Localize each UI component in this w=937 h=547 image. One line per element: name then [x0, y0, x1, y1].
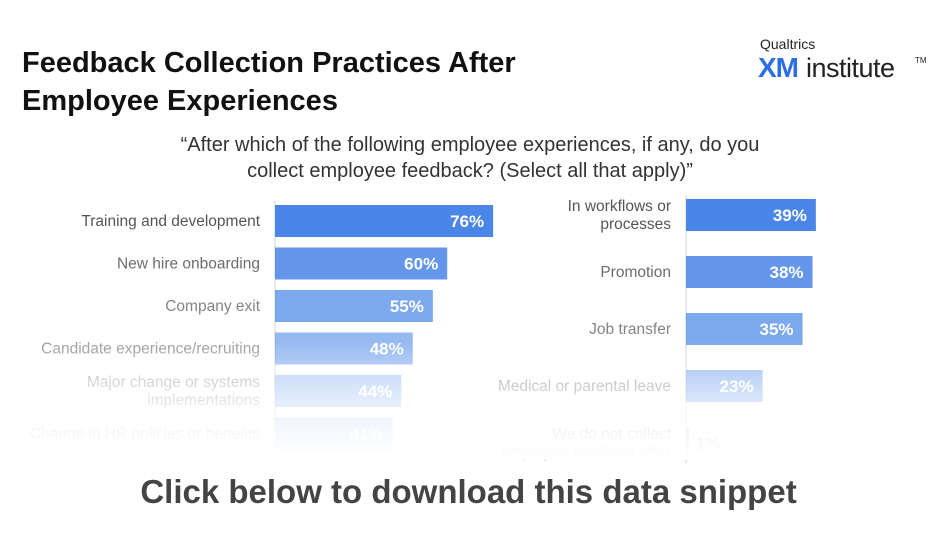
chart-1-category-label-3: Medical or parental leave: [498, 378, 671, 395]
chart-title-line1: Feedback Collection Practices After: [22, 47, 516, 79]
logo-institute-text: institute: [806, 53, 895, 83]
chart-0-bar-0: [275, 205, 494, 237]
chart-1-row-1: 38% Promotion: [600, 256, 813, 288]
chart-1-value-label-3: 23%: [720, 377, 754, 396]
chart-title: Feedback Collection Practices After Empl…: [22, 44, 516, 120]
chart-1-category-label-3-line-0: Medical or parental leave: [498, 378, 671, 395]
chart-1-value-label-2: 35%: [760, 320, 794, 339]
chart-0-value-label-2: 55%: [390, 297, 424, 316]
chart-1-category-label-1-line-0: Promotion: [600, 264, 671, 281]
chart-0-value-label-4: 44%: [358, 382, 392, 401]
chart-title-line2: Employee Experiences: [22, 85, 338, 117]
chart-1-value-label-4: 1%: [695, 434, 720, 453]
chart-0-category-label-0: Training and development: [81, 213, 260, 230]
chart-1-value-label-1: 38%: [770, 263, 804, 282]
chart-0-category-label-5-line-0: Change in HR policies or benefits: [30, 426, 260, 443]
download-cta[interactable]: Click below to download this data snippe…: [140, 473, 797, 510]
chart-1-category-label-4-line-1: employee feedback after: [501, 444, 671, 461]
chart-1-category-label-1: Promotion: [600, 264, 671, 281]
survey-question-line2: collect employee feedback? (Select all t…: [247, 160, 693, 182]
chart-0-category-label-5: Change in HR policies or benefits: [30, 426, 260, 443]
chart-1-bar-1: [686, 256, 813, 288]
chart-1-value-label-0: 39%: [773, 206, 807, 225]
chart-0-category-label-1-line-0: New hire onboarding: [117, 256, 260, 273]
chart-0-row-4: 44% Major change or systems implementation…: [87, 374, 402, 409]
chart-0-category-label-3-line-0: Candidate experience/recruiting: [41, 341, 260, 358]
chart-0-category-label-4: Major change or systems implementations: [87, 374, 260, 409]
chart-0-value-label-0: 76%: [450, 212, 484, 231]
chart-0-row-0: 76% Training and development: [81, 205, 494, 237]
chart-0-bar-1: [275, 247, 448, 280]
chart-0-category-label-1: New hire onboarding: [117, 256, 260, 273]
chart-1-category-label-0: In workflows or processes: [568, 198, 672, 233]
chart-0-category-label-4-line-1: implementations: [147, 392, 260, 409]
chart-0-category-label-0-line-0: Training and development: [81, 213, 260, 230]
chart-1-row-3: 23% Medical or parental leave: [498, 370, 763, 402]
chart-0-row-5: 41% Change in HR policies or benefits: [30, 417, 393, 450]
chart-1-row-4: 1% We do not collect employee feedback aft…: [501, 426, 720, 461]
chart-1-row-2: 35% Job transfer: [589, 313, 803, 345]
chart-1-category-label-4-line-0: We do not collect: [552, 426, 671, 443]
chart-0-category-label-4-line-0: Major change or systems: [87, 374, 260, 391]
chart-0-value-label-1: 60%: [404, 255, 438, 274]
chart-1-bar-0: [686, 199, 816, 231]
chart-0-category-label-2: Company exit: [165, 298, 260, 315]
chart-1-category-label-2-line-0: Job transfer: [589, 321, 671, 338]
logo-qualtrics-text: Qualtrics: [760, 36, 816, 52]
chart-0-category-label-3: Candidate experience/recruiting: [41, 341, 260, 358]
chart-0-row-3: 48% Candidate experience/recruiting: [41, 332, 413, 365]
xm-institute-logo: Qualtrics XM institute TM: [758, 36, 928, 86]
chart-1-category-label-4: We do not collect employee feedback after: [501, 426, 671, 461]
chart-1-row-0: 39% In workflows or processes: [568, 198, 816, 233]
chart-1-bar-4: [686, 427, 690, 459]
survey-question: “After which of the following employee e…: [120, 132, 820, 184]
chart-1-category-label-0-line-0: In workflows or: [568, 198, 671, 215]
chart-0-category-label-2-line-0: Company exit: [165, 298, 260, 315]
logo-xm-text: XM: [758, 52, 799, 83]
chart-0-value-label-3: 48%: [370, 340, 404, 359]
logo-trademark: TM: [915, 56, 927, 65]
chart-0-row-1: 60% New hire onboarding: [117, 247, 448, 280]
chart-1-bar-2: [686, 313, 803, 345]
chart-1-category-label-0-line-1: processes: [600, 216, 671, 233]
chart-1-category-label-2: Job transfer: [589, 321, 671, 338]
chart-0-bar-2: [275, 290, 433, 322]
chart-0-value-label-5: 41%: [350, 425, 384, 444]
survey-question-line1: “After which of the following employee e…: [180, 134, 760, 156]
chart-0-row-2: 55% Company exit: [165, 290, 433, 322]
